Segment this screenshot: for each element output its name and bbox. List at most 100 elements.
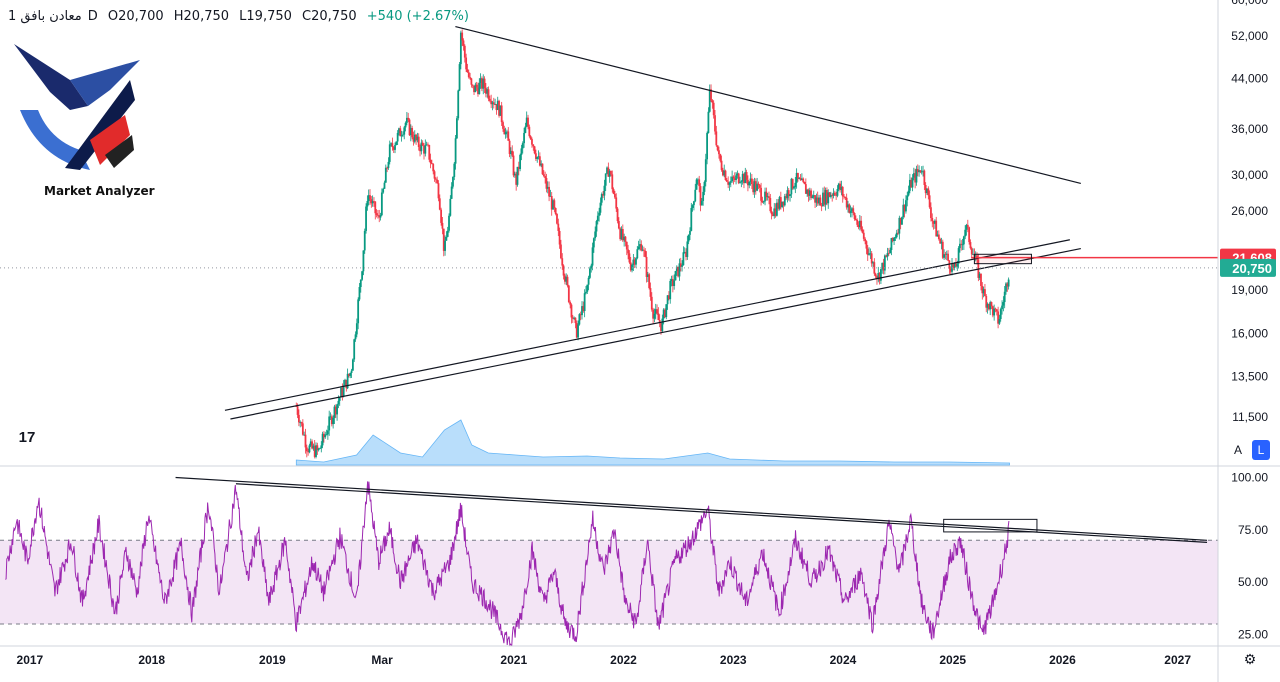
candle-body (903, 204, 906, 212)
candle-body (395, 141, 398, 146)
rsi-tick-label: 75.00 (1238, 523, 1268, 537)
price-tick-label: 30,000 (1231, 168, 1268, 182)
rsi-pane[interactable] (0, 476, 1218, 647)
candle-body (766, 196, 769, 198)
candle-body (876, 276, 878, 279)
candle-body (404, 122, 407, 128)
candle-body (513, 173, 516, 176)
candle-body (674, 271, 677, 281)
candle-body (775, 202, 778, 216)
candle-body (719, 154, 722, 161)
candle-body (345, 379, 348, 389)
log-scale-button[interactable]: L (1252, 440, 1270, 460)
candle-body (911, 177, 914, 188)
candle-body (935, 220, 938, 237)
candle-body (608, 170, 611, 177)
price-pane[interactable] (0, 26, 1218, 466)
candle-body (922, 170, 924, 172)
candle-body (469, 77, 471, 79)
candle-body (741, 173, 744, 182)
candle-body (475, 84, 478, 88)
candle-body (816, 197, 819, 204)
candle-body (610, 170, 612, 175)
candle-body (870, 253, 873, 264)
candle-body (864, 238, 867, 242)
candle-body (611, 174, 614, 190)
candle-body (628, 253, 631, 263)
candle-body (461, 32, 464, 41)
candle-body (474, 84, 477, 93)
candle-body (592, 238, 595, 248)
candle-body (420, 142, 423, 152)
candle-body (986, 304, 989, 308)
candle-body (997, 311, 1000, 324)
time-tick-label: 2019 (259, 653, 286, 667)
candle-body (566, 276, 569, 286)
candle-body (873, 262, 876, 274)
candle-body (577, 324, 579, 338)
candle-body (940, 241, 943, 244)
candle-body (642, 249, 645, 251)
candle-body (558, 230, 561, 245)
candle-body (436, 179, 439, 184)
candle-body (528, 126, 531, 137)
candle-body (702, 191, 705, 201)
rsi-line (5, 481, 1010, 647)
candle-body (495, 104, 498, 111)
price-tick-label: 44,000 (1231, 71, 1268, 85)
tradingview-logo-icon[interactable]: 17 (12, 425, 42, 449)
candle-body (872, 262, 874, 264)
candle-body (483, 78, 486, 88)
legend-high: H20,750 (173, 9, 230, 24)
candle-body (810, 190, 813, 198)
candle-body (731, 176, 734, 182)
time-tick-label: 2024 (830, 653, 857, 667)
candle-body (537, 156, 540, 158)
candle-body (444, 240, 446, 251)
candle-body (591, 247, 594, 266)
legend-interval[interactable]: 1D (8, 9, 98, 24)
price-tick-label: 13,500 (1231, 369, 1268, 383)
candle-body (640, 244, 643, 251)
candle-body (772, 214, 774, 217)
candle-body (492, 102, 495, 105)
candle-body (1003, 291, 1006, 303)
candle-body (612, 189, 615, 194)
price-trendline (224, 239, 1070, 411)
candle-body (353, 339, 356, 360)
candle-body (861, 229, 864, 233)
candle-body (826, 189, 828, 204)
rsi-band (0, 540, 1218, 625)
candle-body (760, 187, 762, 201)
candle-body (739, 182, 741, 184)
candle-body (1006, 283, 1009, 287)
candle-body (926, 188, 928, 194)
price-trendline (455, 26, 1081, 185)
candle-body (645, 256, 648, 277)
candle-body (964, 229, 967, 237)
candle-body (836, 189, 839, 196)
gear-icon[interactable]: ⚙ (1243, 650, 1257, 667)
candle-body (617, 221, 620, 229)
candle-body (511, 150, 514, 156)
auto-scale-button[interactable]: A (1229, 440, 1247, 460)
candle-body (359, 279, 362, 288)
candle-body (831, 195, 834, 196)
candle-body (887, 253, 890, 254)
candle-body (382, 188, 385, 193)
candle-body (325, 434, 328, 436)
candle-body (517, 166, 520, 170)
candle-body (748, 181, 751, 186)
candle-body (991, 306, 994, 316)
candle-body (666, 295, 669, 305)
candle-body (616, 208, 619, 222)
candle-body (724, 170, 727, 181)
candle-body (392, 147, 395, 150)
legend-symbol[interactable]: معادن بافق (20, 9, 82, 24)
candle-body (685, 251, 687, 257)
volume-area (295, 419, 1010, 466)
candle-body (412, 137, 415, 142)
candle-body (434, 178, 437, 180)
legend-close: C20,750 (302, 9, 357, 24)
